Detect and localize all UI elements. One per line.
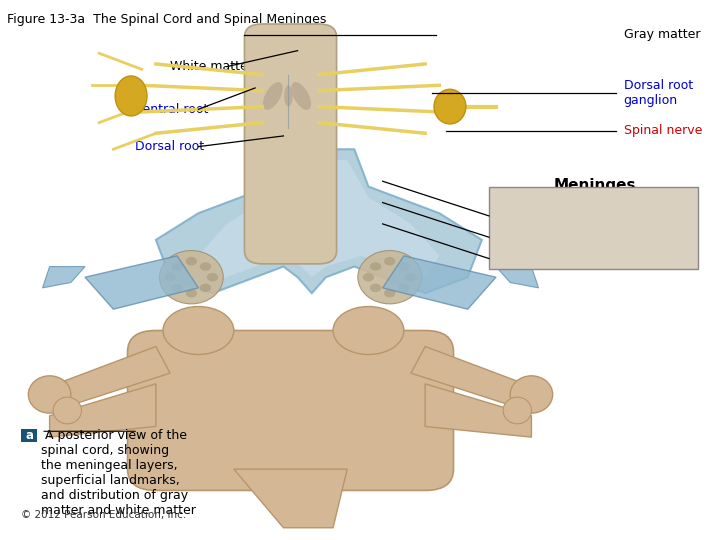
Text: Dorsal root
ganglion: Dorsal root ganglion: [624, 79, 693, 107]
Circle shape: [405, 273, 417, 281]
Text: Spinal nerve: Spinal nerve: [624, 124, 702, 137]
Text: Dura mater: Dura mater: [500, 252, 572, 265]
Ellipse shape: [163, 307, 234, 354]
Polygon shape: [234, 469, 347, 528]
Polygon shape: [50, 384, 156, 437]
Text: Figure 13-3a  The Spinal Cord and Spinal Meninges: Figure 13-3a The Spinal Cord and Spinal …: [7, 14, 326, 26]
Text: Ventral root: Ventral root: [135, 103, 208, 116]
Ellipse shape: [503, 397, 531, 424]
Text: Meninges: Meninges: [554, 178, 636, 193]
Polygon shape: [425, 384, 531, 437]
Text: White matter: White matter: [170, 60, 253, 73]
FancyBboxPatch shape: [489, 187, 698, 269]
Ellipse shape: [284, 85, 292, 106]
Text: a: a: [25, 429, 33, 442]
Ellipse shape: [53, 397, 81, 424]
Ellipse shape: [115, 76, 147, 116]
Circle shape: [171, 262, 183, 271]
Circle shape: [363, 273, 374, 281]
Circle shape: [207, 273, 218, 281]
Ellipse shape: [159, 251, 223, 304]
Polygon shape: [199, 160, 439, 282]
Ellipse shape: [263, 82, 283, 110]
Text: Gray matter: Gray matter: [624, 28, 700, 41]
Polygon shape: [42, 267, 85, 288]
Polygon shape: [57, 347, 170, 405]
Polygon shape: [85, 256, 199, 309]
Circle shape: [398, 262, 410, 271]
FancyBboxPatch shape: [22, 429, 37, 442]
Circle shape: [384, 257, 395, 266]
Polygon shape: [382, 256, 496, 309]
Ellipse shape: [358, 251, 422, 304]
Circle shape: [200, 284, 211, 292]
Circle shape: [186, 289, 197, 298]
FancyBboxPatch shape: [127, 330, 454, 490]
Text: © 2012 Pearson Education, Inc.: © 2012 Pearson Education, Inc.: [22, 510, 186, 520]
Circle shape: [164, 273, 176, 281]
Text: Pia mater: Pia mater: [500, 210, 559, 222]
Circle shape: [370, 262, 381, 271]
Ellipse shape: [28, 376, 71, 413]
FancyBboxPatch shape: [245, 24, 336, 264]
Ellipse shape: [333, 307, 404, 354]
Circle shape: [186, 257, 197, 266]
Circle shape: [171, 284, 183, 292]
Circle shape: [370, 284, 381, 292]
Polygon shape: [156, 149, 482, 293]
Ellipse shape: [292, 82, 311, 110]
Ellipse shape: [434, 89, 466, 124]
Circle shape: [398, 284, 410, 292]
Text: A posterior view of the
spinal cord, showing
the meningeal layers,
superficial l: A posterior view of the spinal cord, sho…: [41, 429, 196, 517]
Circle shape: [384, 289, 395, 298]
Ellipse shape: [510, 376, 553, 413]
Polygon shape: [411, 347, 524, 405]
Polygon shape: [496, 267, 539, 288]
Text: Dorsal root: Dorsal root: [135, 140, 204, 153]
Circle shape: [200, 262, 211, 271]
Text: Arachnoid mater: Arachnoid mater: [500, 231, 604, 244]
